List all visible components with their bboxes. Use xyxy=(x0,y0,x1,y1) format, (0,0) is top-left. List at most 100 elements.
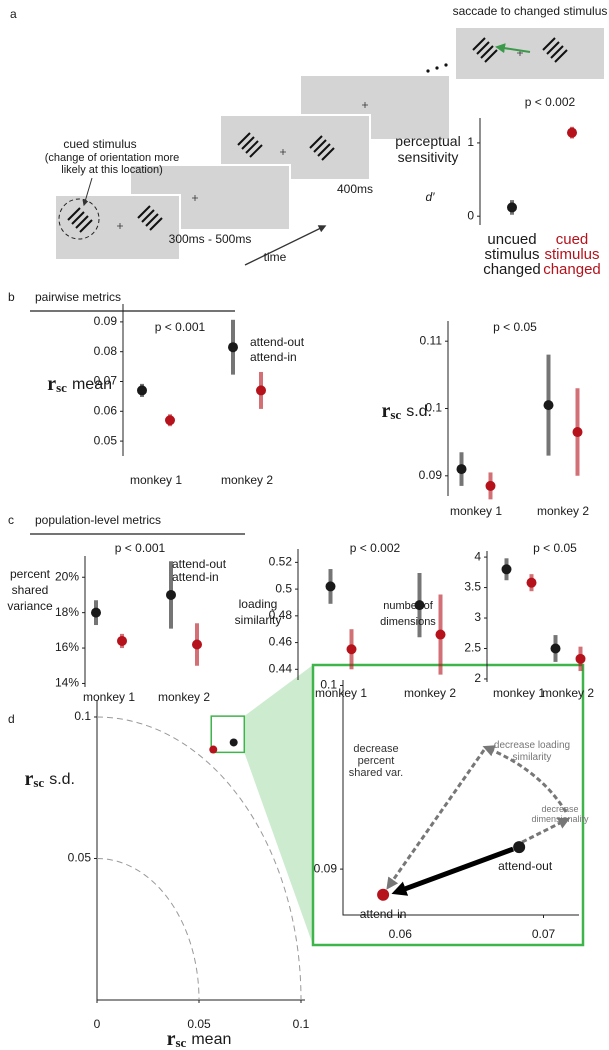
zoom-frame xyxy=(311,663,585,947)
grating xyxy=(237,132,251,146)
data-point xyxy=(513,841,526,854)
grating xyxy=(137,205,151,219)
y-tick-label: 16% xyxy=(55,640,79,654)
grating xyxy=(245,140,259,154)
grating xyxy=(241,136,255,150)
y-tick-label: 0.09 xyxy=(314,861,338,875)
y-tick-label: 0.09 xyxy=(94,314,118,328)
y-tick-label: 0 xyxy=(467,208,474,222)
y-tick-label: 0.1 xyxy=(320,678,337,692)
x-tick-label: monkey 1 xyxy=(493,686,545,700)
x-tick-label: monkey 2 xyxy=(158,690,210,704)
grating xyxy=(67,207,81,221)
data-point xyxy=(346,644,357,655)
axis-label-text: s.d. xyxy=(49,771,75,788)
y-tick-label: 0.5 xyxy=(275,581,292,595)
axis-label-subscript: sc xyxy=(176,1035,187,1050)
axis-label-subscript: sc xyxy=(56,380,67,395)
x-tick-label: monkey 2 xyxy=(542,686,594,700)
x-tick-label: monkey 1 xyxy=(450,504,502,518)
time-arrow xyxy=(244,225,327,266)
stimulus-screen xyxy=(219,114,371,181)
legend-entry: attend-in xyxy=(250,350,297,364)
axis-label-symbol: r xyxy=(24,768,33,790)
chart-title: p < 0.002 xyxy=(525,95,576,109)
fixation-cross xyxy=(117,223,123,229)
panel-label: b xyxy=(8,290,15,304)
grating xyxy=(145,213,159,227)
y-tick-label: 0.48 xyxy=(269,608,293,622)
task-label: saccade to changed stimulus xyxy=(453,4,608,18)
data-point xyxy=(507,202,517,213)
stimulus-screen xyxy=(454,26,606,81)
data-point xyxy=(229,738,238,747)
section-heading: population-level metrics xyxy=(35,513,161,527)
grating xyxy=(472,37,486,51)
grating xyxy=(309,135,323,149)
data-point xyxy=(137,385,147,396)
axes xyxy=(342,680,579,916)
change-arrow xyxy=(391,846,515,896)
y-tick-label: 0.05 xyxy=(94,433,118,447)
x-tick-label: monkey 1 xyxy=(130,473,182,487)
grating xyxy=(484,49,498,63)
data-point xyxy=(117,635,127,646)
grating xyxy=(321,147,335,161)
data-point xyxy=(91,607,101,618)
axis-label-symbol: r xyxy=(381,400,390,422)
y-tick-label: 0.52 xyxy=(269,555,293,569)
data-point xyxy=(550,643,561,654)
y-tick-label: 2 xyxy=(474,671,481,685)
y-tick-label: 0.46 xyxy=(269,635,293,649)
path-arrow xyxy=(386,749,486,890)
data-point xyxy=(256,385,266,396)
axis-label: loading similarity xyxy=(234,597,282,627)
legend-entry: attend-in xyxy=(172,570,219,584)
point-label: attend-in xyxy=(360,907,407,921)
axis-label: rsc s.d. xyxy=(24,768,75,790)
axis-label: number of dimensions xyxy=(380,600,436,628)
grating xyxy=(75,215,89,229)
axis-label-text: mean xyxy=(72,376,112,393)
x-tick-label: 0.1 xyxy=(293,1017,310,1031)
data-point xyxy=(485,480,496,491)
y-tick-label: 4 xyxy=(474,549,481,563)
data-point xyxy=(543,400,554,411)
y-tick-label: 0.1 xyxy=(74,709,91,723)
y-tick-label: 0.1 xyxy=(425,401,442,415)
axis-label-symbol: r xyxy=(167,1028,176,1050)
ellipsis-dot xyxy=(444,63,448,67)
x-tick-label: 0 xyxy=(94,1017,101,1031)
panel-label: d xyxy=(8,712,15,726)
data-point xyxy=(526,577,537,588)
y-tick-label: 0.07 xyxy=(94,374,118,388)
data-point xyxy=(325,581,336,592)
path-arrow xyxy=(521,817,571,844)
axis-label-symbol: r xyxy=(47,373,56,395)
x-tick-label: 0.06 xyxy=(389,927,413,941)
chart-title: p < 0.001 xyxy=(155,320,206,334)
grating xyxy=(554,49,568,63)
x-tick-label: monkey 2 xyxy=(537,504,589,518)
axis-label: rsc mean xyxy=(167,1028,232,1050)
chart-title: p < 0.002 xyxy=(350,541,401,555)
y-tick-label: 0.11 xyxy=(420,333,443,347)
axis-label-symbol: d′ xyxy=(426,190,436,204)
x-tick-label: monkey 2 xyxy=(404,686,456,700)
task-label: 300ms - 500ms xyxy=(169,232,252,246)
axis-label: percent shared variance xyxy=(7,567,53,613)
stimulus-screen xyxy=(299,74,451,141)
axis-label-subscript: sc xyxy=(33,775,44,790)
grating xyxy=(313,139,327,153)
cue-arrow xyxy=(82,177,93,207)
zoom-shade xyxy=(244,665,313,945)
y-tick-label: 0.06 xyxy=(94,403,118,417)
axis-label-text: mean xyxy=(191,1031,231,1048)
axis-label: rsc mean xyxy=(47,373,112,395)
chart-title: p < 0.001 xyxy=(115,541,166,555)
data-point xyxy=(456,464,467,475)
y-tick-label: 3 xyxy=(474,610,481,624)
data-point xyxy=(575,653,586,664)
